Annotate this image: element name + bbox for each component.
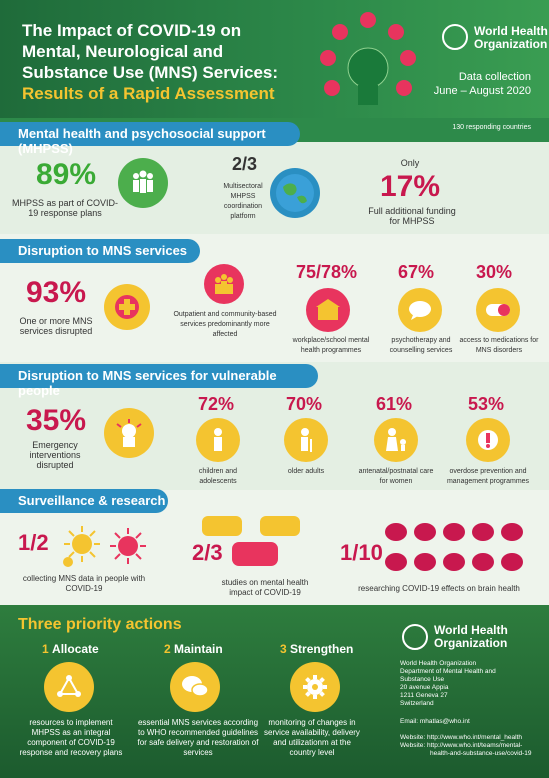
antenatal-pct: 61% bbox=[376, 394, 413, 414]
pill-icon bbox=[476, 288, 520, 332]
vulnerable-pct-label: Emergency interventions disrupted bbox=[29, 440, 81, 470]
overdose-pct: 53% bbox=[468, 394, 505, 414]
surveillance-twothirds-label: studies on mental health impact of COVID… bbox=[221, 578, 309, 597]
responding-countries: 130 responding countries bbox=[452, 124, 531, 131]
psycho-label: psychotherapy and counselling services bbox=[389, 337, 453, 354]
mhpss-fraction: 2/3 bbox=[232, 154, 258, 174]
who-logo-icon bbox=[442, 24, 468, 50]
school-label: workplace/school mental health programme… bbox=[292, 337, 370, 354]
child-icon bbox=[196, 418, 240, 462]
section-surveillance: Surveillance & research bbox=[0, 489, 168, 513]
older-adult-icon bbox=[284, 418, 328, 462]
footer-email[interactable]: Email: mhatlas@who.int bbox=[400, 718, 470, 725]
action-strengthen-title: 3 Strengthen bbox=[280, 642, 354, 656]
people-group-icon bbox=[118, 158, 168, 208]
who-name-footer: World Health Organization bbox=[434, 623, 508, 650]
gear-icon bbox=[290, 662, 340, 712]
page-subtitle: Results of a Rapid Assessment bbox=[22, 84, 275, 103]
surveillance-twothirds: 2/3 bbox=[192, 540, 223, 565]
warning-icon bbox=[466, 418, 510, 462]
children-label: children and adolescents bbox=[198, 468, 238, 485]
network-icon bbox=[44, 662, 94, 712]
psycho-pct: 67% bbox=[398, 262, 435, 282]
emergency-head-icon bbox=[104, 408, 154, 458]
mhpss-funding-pct: 17% bbox=[380, 170, 441, 203]
action-maintain-title: 2 Maintain bbox=[164, 642, 223, 656]
page-title: The Impact of COVID-19 on Mental, Neurol… bbox=[22, 21, 279, 82]
school-pct: 75/78% bbox=[296, 262, 358, 282]
mhpss-pct: 89% bbox=[36, 158, 97, 191]
mother-child-icon bbox=[374, 418, 418, 462]
data-collection: Data collection June – August 2020 bbox=[433, 71, 531, 97]
meds-pct: 30% bbox=[476, 262, 513, 282]
disruption-pct: 93% bbox=[26, 276, 87, 309]
footer-address: World Health Organization Department of … bbox=[400, 660, 496, 707]
action-strengthen-text: monitoring of changes in service availab… bbox=[264, 718, 360, 757]
surveillance-tenth-label: researching COVID-19 effects on brain he… bbox=[358, 584, 520, 593]
head-silhouette-icon bbox=[320, 12, 416, 105]
mhpss-pct-label: MHPSS as part of COVID-19 response plans bbox=[11, 198, 119, 218]
older-pct: 70% bbox=[286, 394, 323, 414]
outpatient-label: Outpatient and community-based services … bbox=[173, 311, 277, 338]
section-vulnerable: Disruption to MNS services for vulnerabl… bbox=[0, 364, 318, 398]
school-building-icon bbox=[306, 288, 350, 332]
action-allocate-title: 1 Allocate bbox=[42, 642, 99, 656]
virus-cells-icon bbox=[63, 526, 146, 567]
disruption-pct-label: One or more MNS services disrupted bbox=[19, 316, 93, 336]
surveillance-half-label: collecting MNS data in people with COVID… bbox=[22, 574, 146, 593]
chat-bubbles-icon bbox=[170, 662, 220, 712]
mhpss-funding-label: Full additional funding for MHPSS bbox=[368, 206, 456, 226]
who-name-header: World Health Organization bbox=[474, 24, 548, 51]
who-logo-footer-icon bbox=[402, 624, 428, 650]
section-disruption: Disruption to MNS services bbox=[0, 239, 200, 263]
brains-icon bbox=[385, 523, 523, 571]
medical-cross-icon bbox=[104, 284, 150, 330]
meds-label: access to medications for MNS disorders bbox=[459, 337, 539, 354]
surveillance-half: 1/2 bbox=[18, 530, 49, 555]
vulnerable-pct: 35% bbox=[26, 404, 87, 437]
globe-icon bbox=[270, 168, 320, 218]
section-mhpss: Mental health and psychosocial support (… bbox=[0, 122, 300, 156]
action-maintain-text: essential MNS services according to WHO … bbox=[137, 718, 259, 757]
speech-bubble-icon bbox=[398, 288, 442, 332]
actions-title: Three priority actions bbox=[18, 616, 182, 633]
footer-websites[interactable]: Website: http://www.who.int/mental_healt… bbox=[400, 734, 532, 757]
surveillance-tenth: 1/10 bbox=[340, 540, 383, 565]
action-allocate-text: resources to implement MHPSS as an integ… bbox=[19, 718, 123, 757]
children-pct: 72% bbox=[198, 394, 235, 414]
mhpss-fraction-label: Multisectoral MHPSS coordination platfor… bbox=[223, 183, 263, 220]
antenatal-label: antenatal/postnatal care for women bbox=[358, 468, 434, 485]
overdose-label: overdose prevention and management progr… bbox=[446, 468, 530, 485]
community-icon bbox=[204, 264, 244, 304]
older-label: older adults bbox=[287, 468, 325, 475]
mhpss-only: Only bbox=[400, 158, 420, 168]
header-banner bbox=[0, 0, 549, 118]
face-masks-icon bbox=[202, 516, 300, 566]
